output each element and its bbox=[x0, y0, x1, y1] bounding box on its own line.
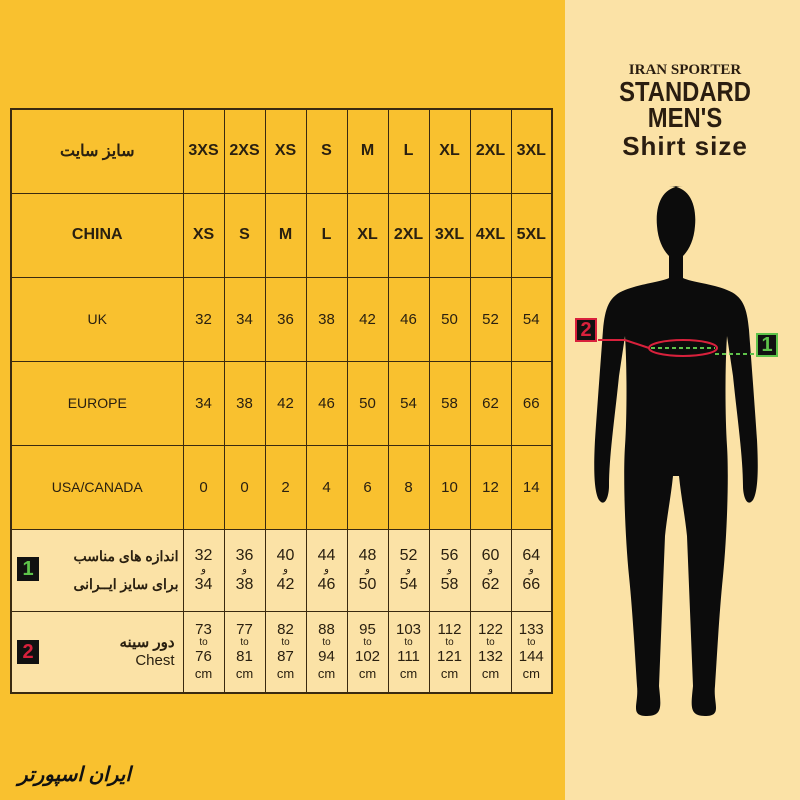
title-line2: MEN'S bbox=[647, 102, 723, 133]
table-cell: XS bbox=[182, 192, 225, 278]
table-cell: 10 bbox=[428, 444, 471, 530]
table-cell: 66 bbox=[510, 360, 553, 446]
table-cell: 6 bbox=[346, 444, 389, 530]
table-cell: 38 bbox=[223, 360, 266, 446]
table-cell: 14 bbox=[510, 444, 553, 530]
table-cell: 3XL bbox=[428, 192, 471, 278]
table-row: UK 32 34 36 38 42 46 50 52 54 bbox=[10, 276, 553, 362]
table-cell: 36 و 38 bbox=[223, 528, 266, 612]
brand-name: IRAN SPORTER bbox=[628, 62, 742, 78]
table-cell: 44 و 46 bbox=[305, 528, 348, 612]
table-cell: 112 to 121 cm bbox=[428, 610, 471, 694]
table-cell: 48 و 50 bbox=[346, 528, 389, 612]
chart-title: IRAN SPORTER STANDARD MEN'S Shirt size bbox=[600, 62, 770, 161]
table-cell: 32 bbox=[182, 276, 225, 362]
table-cell: M bbox=[346, 108, 389, 194]
table-cell: 60 و 62 bbox=[469, 528, 512, 612]
table-cell: 4 bbox=[305, 444, 348, 530]
row-label: دور سینه Chest bbox=[10, 610, 184, 694]
table-cell: 52 و 54 bbox=[387, 528, 430, 612]
table-cell: 95 to 102 cm bbox=[346, 610, 389, 694]
row-label: USA/CANADA bbox=[10, 444, 184, 530]
table-cell: 42 bbox=[264, 360, 307, 446]
table-cell: 34 bbox=[182, 360, 225, 446]
table-cell: 56 و 58 bbox=[428, 528, 471, 612]
table-cell: S bbox=[305, 108, 348, 194]
man-silhouette bbox=[594, 186, 758, 716]
iran-size-row: اندازه های مناسب برای سایز ایــرانی 32 و 34 3… bbox=[10, 528, 553, 612]
table-cell: 40 و 42 bbox=[264, 528, 307, 612]
table-cell: 50 bbox=[428, 276, 471, 362]
marker-1: 1 bbox=[756, 333, 778, 357]
row-label: CHINA bbox=[10, 192, 184, 278]
row-label: EUROPE bbox=[10, 360, 184, 446]
table-cell: 103 to 111 cm bbox=[387, 610, 430, 694]
table-cell: 3XL bbox=[510, 108, 553, 194]
table-cell: S bbox=[223, 192, 266, 278]
title-line3: Shirt size bbox=[622, 131, 748, 161]
table-cell: 77 to 81 cm bbox=[223, 610, 266, 694]
table-cell: 4XL bbox=[469, 192, 512, 278]
table-cell: 62 bbox=[469, 360, 512, 446]
table-cell: 2XL bbox=[387, 192, 430, 278]
chest-row: دور سینه Chest 73 to 76 cm 77 to 81 cm 82 to 87 cm 88 t… bbox=[10, 610, 553, 694]
table-cell: XL bbox=[346, 192, 389, 278]
table-cell: 82 to 87 cm bbox=[264, 610, 307, 694]
table-cell: 12 bbox=[469, 444, 512, 530]
table-cell: 64 و 66 bbox=[510, 528, 553, 612]
table-cell: 58 bbox=[428, 360, 471, 446]
table-cell: XS bbox=[264, 108, 307, 194]
marker-2: 2 bbox=[575, 318, 597, 342]
table-cell: 5XL bbox=[510, 192, 553, 278]
badge-1: 1 bbox=[17, 557, 39, 581]
table-cell: 3XS bbox=[182, 108, 225, 194]
table-cell: 88 to 94 cm bbox=[305, 610, 348, 694]
table-row: USA/CANADA 0 0 2 4 6 8 10 12 14 bbox=[10, 444, 553, 530]
size-table: سایز سایت 3XS 2XS XS S M L XL 2XL 3XL CHINA XS S M L XL… bbox=[10, 108, 553, 694]
table-cell: 73 to 76 cm bbox=[182, 610, 225, 694]
table-cell: 0 bbox=[182, 444, 225, 530]
table-cell: 54 bbox=[510, 276, 553, 362]
table-row: سایز سایت 3XS 2XS XS S M L XL 2XL 3XL bbox=[10, 108, 553, 194]
table-cell: M bbox=[264, 192, 307, 278]
table-cell: 34 bbox=[223, 276, 266, 362]
table-cell: 2XS bbox=[223, 108, 266, 194]
row-label: سایز سایت bbox=[10, 108, 184, 194]
table-cell: 2 bbox=[264, 444, 307, 530]
table-cell: 52 bbox=[469, 276, 512, 362]
table-cell: 133 to 144 cm bbox=[510, 610, 553, 694]
table-cell: 46 bbox=[305, 360, 348, 446]
table-cell: 0 bbox=[223, 444, 266, 530]
row-label: UK bbox=[10, 276, 184, 362]
table-cell: 54 bbox=[387, 360, 430, 446]
table-cell: 32 و 34 bbox=[182, 528, 225, 612]
logo: ایران اسپورتر bbox=[18, 764, 131, 786]
silhouette-body bbox=[594, 186, 758, 716]
table-cell: 38 bbox=[305, 276, 348, 362]
table-cell: L bbox=[387, 108, 430, 194]
title-line1: STANDARD bbox=[619, 76, 751, 107]
table-row: CHINA XS S M L XL 2XL 3XL 4XL 5XL bbox=[10, 192, 553, 278]
table-cell: 8 bbox=[387, 444, 430, 530]
table-cell: 50 bbox=[346, 360, 389, 446]
table-row: EUROPE 34 38 42 46 50 54 58 62 66 bbox=[10, 360, 553, 446]
table-cell: 122 to 132 cm bbox=[469, 610, 512, 694]
row-label: اندازه های مناسب برای سایز ایــرانی bbox=[10, 528, 184, 612]
table-cell: 42 bbox=[346, 276, 389, 362]
badge-2: 2 bbox=[17, 640, 39, 664]
table-cell: 36 bbox=[264, 276, 307, 362]
table-cell: 46 bbox=[387, 276, 430, 362]
table-cell: L bbox=[305, 192, 348, 278]
table-cell: XL bbox=[428, 108, 471, 194]
table-cell: 2XL bbox=[469, 108, 512, 194]
